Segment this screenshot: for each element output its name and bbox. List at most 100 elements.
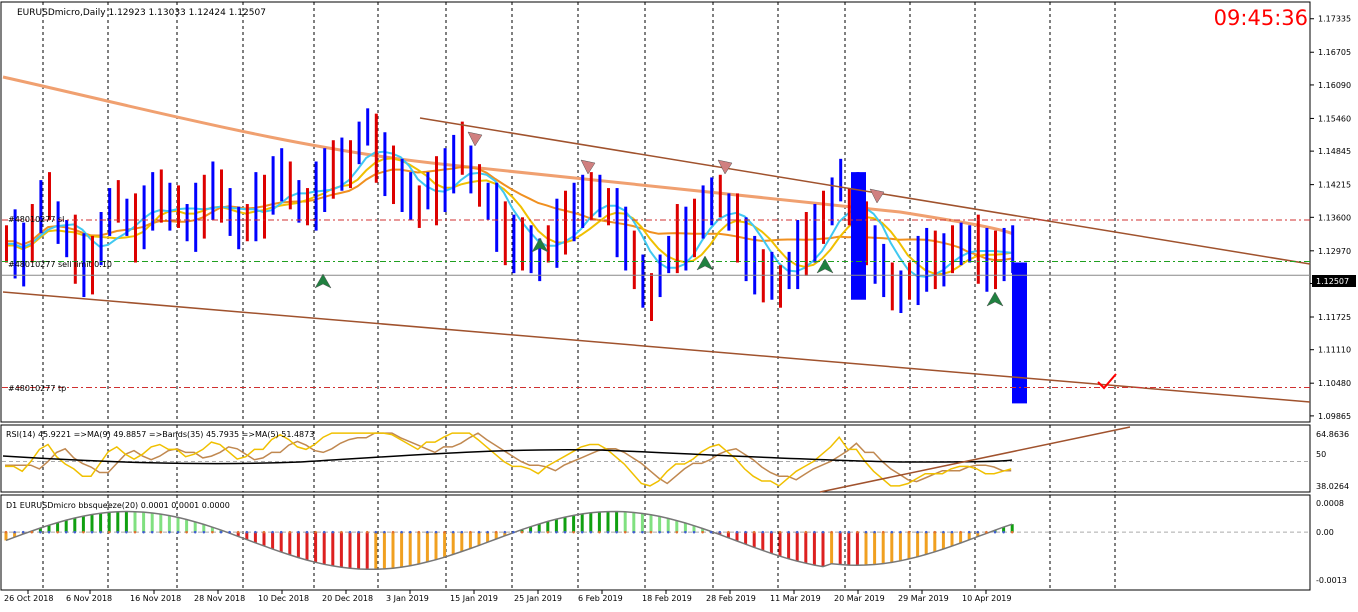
price-bar xyxy=(134,193,137,263)
price-tick-label: 1.13600 xyxy=(1318,213,1351,222)
squeeze-dot xyxy=(735,530,739,534)
price-tick-label: 1.11110 xyxy=(1318,346,1351,355)
price-bar xyxy=(581,174,585,228)
squeeze-dot xyxy=(864,530,868,534)
price-bar xyxy=(331,140,335,199)
squeeze-dot xyxy=(761,530,765,534)
price-bar xyxy=(968,225,972,263)
price-tick-label: 1.14845 xyxy=(1318,147,1351,156)
price-bar xyxy=(409,172,413,220)
price-bar xyxy=(890,262,894,311)
price-bar xyxy=(933,230,937,290)
squeeze-dot xyxy=(176,530,180,534)
price-bar xyxy=(865,201,868,266)
price-bar xyxy=(796,219,800,290)
price-tick-label: 1.10480 xyxy=(1318,379,1351,388)
date-label: 11 Mar 2019 xyxy=(770,594,821,603)
squeeze-dot xyxy=(168,530,171,534)
price-bar xyxy=(340,137,344,191)
sell-arrow-icon xyxy=(869,188,885,204)
price-bar xyxy=(701,185,705,239)
price-bar xyxy=(314,161,318,231)
sl-label: #48010277 sl xyxy=(8,215,64,224)
squeeze-dot xyxy=(408,530,412,534)
squeeze-dot xyxy=(856,530,859,534)
squeeze-dot xyxy=(916,530,919,534)
overlays xyxy=(2,117,1311,403)
date-label: 3 Jan 2019 xyxy=(386,594,429,603)
squeeze-dot xyxy=(125,530,128,534)
squeeze-dot xyxy=(211,530,214,534)
price-bar xyxy=(30,204,34,263)
price-bar xyxy=(512,214,516,274)
rsi-ma-line xyxy=(5,432,1012,485)
channel-upper-line xyxy=(419,117,1311,265)
squeeze-dot xyxy=(391,530,395,534)
price-bar xyxy=(589,172,593,220)
price-bar xyxy=(727,193,731,231)
price-bar xyxy=(779,265,782,308)
price-bar xyxy=(220,169,223,223)
price-bar xyxy=(1011,225,1015,274)
date-label: 18 Feb 2019 xyxy=(642,594,692,603)
date-label: 28 Feb 2019 xyxy=(706,594,756,603)
squeeze-dot xyxy=(99,530,102,534)
squeeze-dot xyxy=(90,530,94,534)
last-bar xyxy=(1012,262,1027,404)
squeeze-dot xyxy=(133,530,137,534)
price-bar xyxy=(908,262,911,300)
price-bar xyxy=(288,161,292,210)
date-label: 6 Nov 2018 xyxy=(66,594,112,603)
price-bar xyxy=(486,182,490,220)
price-tick-label: 1.11725 xyxy=(1318,313,1351,322)
squeeze-dot xyxy=(821,530,825,534)
price-bar xyxy=(99,212,103,266)
price-bar xyxy=(254,172,258,242)
price-bar xyxy=(650,273,653,321)
price-bar xyxy=(899,270,903,314)
price-bar xyxy=(202,174,206,239)
price-bar xyxy=(460,121,464,175)
price-bar xyxy=(73,214,77,284)
squeeze-dot xyxy=(30,530,34,534)
squeeze-dot xyxy=(804,530,808,534)
squeeze-dot xyxy=(39,530,42,534)
squeeze-dot xyxy=(434,530,438,534)
squeeze-dot xyxy=(899,530,902,534)
squeeze-dot xyxy=(830,530,833,534)
squeeze-dot xyxy=(924,530,928,534)
price-bar xyxy=(959,222,963,266)
squeeze-dot xyxy=(787,530,790,534)
squeeze-dot xyxy=(632,530,636,534)
squeeze-dot xyxy=(572,530,575,534)
price-bar xyxy=(822,190,825,244)
squeeze-dot xyxy=(847,530,851,534)
sq-tick-mid: 0.00 xyxy=(1316,528,1334,537)
squeeze-dot xyxy=(417,530,421,534)
price-bar xyxy=(185,204,189,242)
price-bar xyxy=(693,198,696,258)
squeeze-dot xyxy=(718,530,722,534)
squeeze-dot xyxy=(314,530,317,534)
price-bar xyxy=(400,158,404,212)
price-bar xyxy=(873,225,877,284)
squeeze-dot xyxy=(838,530,842,534)
squeeze-dot xyxy=(56,530,59,534)
price-bar xyxy=(761,249,765,303)
squeeze-dot xyxy=(580,530,584,534)
date-label: 10 Apr 2019 xyxy=(962,594,1011,603)
server-clock: 09:45:36 xyxy=(1213,6,1308,30)
price-bar xyxy=(839,158,843,202)
squeeze-dot xyxy=(589,530,593,534)
squeeze-dot xyxy=(641,530,644,534)
squeeze-dot xyxy=(623,530,627,534)
squeeze-line xyxy=(5,510,1013,571)
price-bar xyxy=(667,235,671,274)
squeeze-dot xyxy=(873,530,876,534)
date-label: 10 Dec 2018 xyxy=(258,594,309,603)
price-bar xyxy=(882,243,886,298)
buy-arrow-icon xyxy=(986,291,1004,307)
highlight-bar xyxy=(851,172,866,300)
squeeze-dot xyxy=(684,530,687,534)
